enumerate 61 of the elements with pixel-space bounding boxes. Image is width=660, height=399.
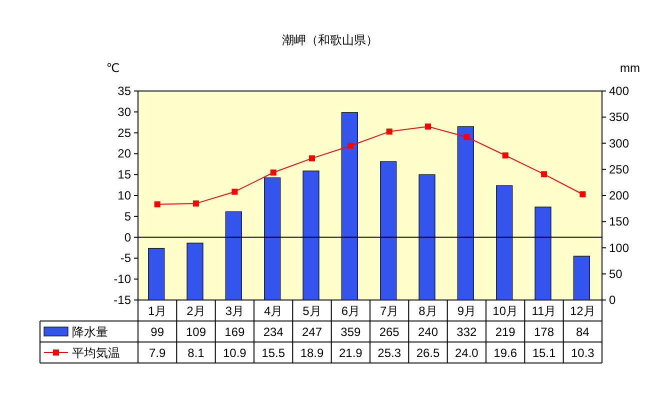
y2-axis-title: mm [620, 61, 640, 75]
y-tick-label: 30 [118, 104, 132, 119]
x-tick-label: 8月 [418, 304, 438, 318]
data-label: 109 [186, 325, 206, 339]
data-label: 26.5 [416, 346, 440, 360]
x-tick-label: 4月 [264, 304, 283, 318]
data-label: 99 [150, 325, 164, 339]
y-tick-label: -5 [120, 251, 132, 266]
y-tick-label: 25 [118, 126, 132, 140]
y-axis-title: ℃ [106, 61, 120, 75]
data-label: 21.9 [338, 346, 363, 360]
y-tick-label: 5 [124, 209, 132, 224]
legend-label: 平均気温 [72, 346, 120, 360]
x-tick-label: 12月 [570, 304, 596, 318]
x-tick-label: 2月 [186, 304, 206, 318]
data-label: 24.0 [454, 346, 479, 360]
data-label: 84 [576, 325, 590, 339]
y2-tick-label: 350 [609, 110, 630, 124]
data-label: 15.5 [262, 346, 286, 360]
data-label: 178 [534, 325, 554, 339]
data-label: 332 [456, 325, 477, 339]
y2-tick-label: 0 [609, 293, 616, 307]
data-label: 169 [224, 325, 245, 339]
y2-tick-label: 250 [609, 162, 630, 176]
x-tick-label: 10月 [492, 304, 518, 318]
y2-tick-label: 100 [609, 240, 630, 255]
x-tick-label: 3月 [225, 304, 244, 318]
legend-label: 降水量 [72, 325, 108, 339]
data-label: 247 [302, 325, 322, 339]
x-tick-label: 7月 [380, 304, 399, 318]
data-label: 18.9 [300, 346, 324, 360]
x-tick-label: 1月 [148, 304, 167, 318]
data-label: 10.9 [222, 346, 247, 360]
x-tick-label: 5月 [302, 304, 322, 318]
data-label: 240 [418, 325, 438, 339]
data-label: 10.3 [570, 346, 595, 360]
data-label: 19.6 [494, 346, 518, 360]
y2-tick-label: 200 [609, 188, 630, 202]
y2-tick-label: 150 [609, 214, 630, 229]
x-tick-label: 11月 [532, 304, 556, 318]
y2-tick-label: 50 [609, 266, 623, 281]
data-label: 25.3 [378, 346, 402, 360]
data-label: 15.1 [532, 346, 556, 360]
y-tick-label: 20 [118, 146, 132, 161]
y-tick-label: 0 [124, 230, 132, 244]
y-tick-label: -15 [114, 293, 132, 307]
data-label: 265 [379, 325, 400, 339]
y2-tick-label: 300 [609, 136, 630, 150]
chart-title: 潮岬（和歌山県） [282, 33, 378, 47]
x-tick-label: 6月 [341, 304, 360, 318]
data-label: 8.1 [188, 346, 205, 360]
data-label: 219 [495, 325, 516, 339]
y-tick-label: 10 [118, 188, 132, 202]
x-tick-label: 9月 [457, 304, 476, 318]
data-label: 359 [340, 325, 361, 339]
data-label: 234 [263, 325, 284, 339]
y-tick-label: 15 [118, 168, 132, 182]
data-label: 7.9 [148, 346, 166, 360]
y2-tick-label: 400 [609, 84, 630, 98]
y-tick-label: -10 [114, 272, 132, 286]
y-tick-label: 35 [118, 84, 132, 98]
